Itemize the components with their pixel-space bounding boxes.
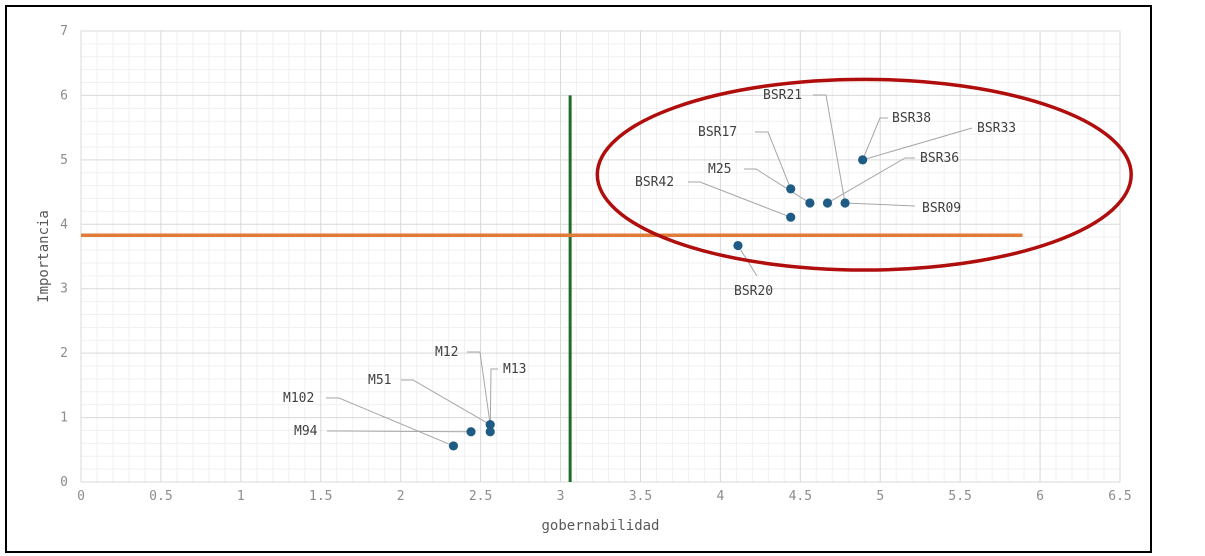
reference-lines — [81, 95, 1023, 482]
x-tick-label: 2 — [397, 489, 405, 504]
data-label: BSR33 — [977, 121, 1016, 136]
data-point — [485, 420, 495, 430]
major-gridlines — [80, 30, 1121, 483]
chart-frame — [5, 5, 1152, 553]
label-leader-lines — [326, 94, 973, 447]
highlight-ellipse — [595, 77, 1133, 272]
x-tick-label: 3.5 — [629, 489, 652, 504]
x-tick-label: 3 — [557, 489, 565, 504]
y-tick-label: 7 — [60, 24, 68, 39]
x-tick-label: 5.5 — [948, 489, 971, 504]
data-labels: BSR21 BSR38 BSR33 BSR17 M25 BSR36 BSR42 BSR09 BS… — [283, 88, 1016, 439]
data-label: M102 — [283, 391, 314, 406]
x-tick-label: 2.5 — [469, 489, 492, 504]
y-tick-label: 4 — [60, 217, 68, 232]
y-axis-title: Importancia — [36, 210, 52, 303]
leader-line — [862, 127, 973, 161]
y-tick-label: 6 — [60, 88, 68, 103]
data-label: BSR21 — [763, 88, 802, 103]
leader-line — [755, 131, 792, 190]
highlight-ellipse-layer — [595, 77, 1133, 272]
y-axis-ticks: 0 1 2 3 4 5 6 7 — [60, 24, 68, 490]
leader-line — [862, 117, 888, 161]
y-tick-label: 2 — [60, 346, 68, 361]
x-tick-label: 1 — [237, 489, 245, 504]
x-tick-label: 0.5 — [149, 489, 172, 504]
y-tick-label: 0 — [60, 475, 68, 490]
minor-gridlines — [81, 31, 1120, 482]
x-tick-label: 4.5 — [789, 489, 812, 504]
x-axis-ticks: 0 0.5 1 1.5 2 2.5 3 3.5 4 4.5 5 5.5 6 6.5 — [77, 489, 1132, 504]
data-label: M13 — [503, 362, 526, 377]
leader-line — [827, 157, 915, 204]
y-tick-label: 5 — [60, 153, 68, 168]
data-label: BSR17 — [698, 125, 737, 140]
data-point — [485, 427, 495, 437]
y-tick-label: 1 — [60, 411, 68, 426]
data-label: BSR36 — [920, 151, 959, 166]
y-tick-label: 3 — [60, 282, 68, 297]
leader-line — [467, 351, 491, 425]
leader-line — [845, 202, 916, 207]
x-tick-label: 6 — [1036, 489, 1044, 504]
data-label: BSR09 — [922, 201, 961, 216]
leader-line — [401, 379, 491, 426]
leader-line — [489, 368, 498, 432]
data-label: BSR38 — [892, 111, 931, 126]
x-tick-label: 4 — [716, 489, 724, 504]
data-point — [858, 155, 868, 165]
leader-line — [327, 430, 472, 433]
data-label: M12 — [435, 345, 458, 360]
data-point — [822, 198, 833, 208]
data-label: M51 — [368, 373, 391, 388]
data-point — [786, 212, 796, 222]
data-point — [733, 240, 743, 251]
x-axis-title: gobernabilidad — [541, 518, 659, 534]
data-point — [786, 184, 796, 194]
data-label: M25 — [708, 162, 731, 177]
x-tick-label: 5 — [876, 489, 884, 504]
data-point — [466, 427, 476, 437]
leader-line — [813, 94, 846, 204]
data-point — [805, 198, 815, 208]
data-points — [448, 155, 868, 451]
data-label: M94 — [294, 424, 318, 439]
x-tick-label: 6.5 — [1108, 489, 1131, 504]
data-label: BSR20 — [734, 284, 773, 299]
leader-line — [688, 181, 791, 218]
x-tick-label: 0 — [77, 489, 85, 504]
data-point — [840, 198, 850, 208]
x-tick-label: 1.5 — [309, 489, 332, 504]
data-label: BSR42 — [635, 175, 674, 190]
data-point — [448, 441, 459, 451]
leader-line — [326, 397, 454, 447]
